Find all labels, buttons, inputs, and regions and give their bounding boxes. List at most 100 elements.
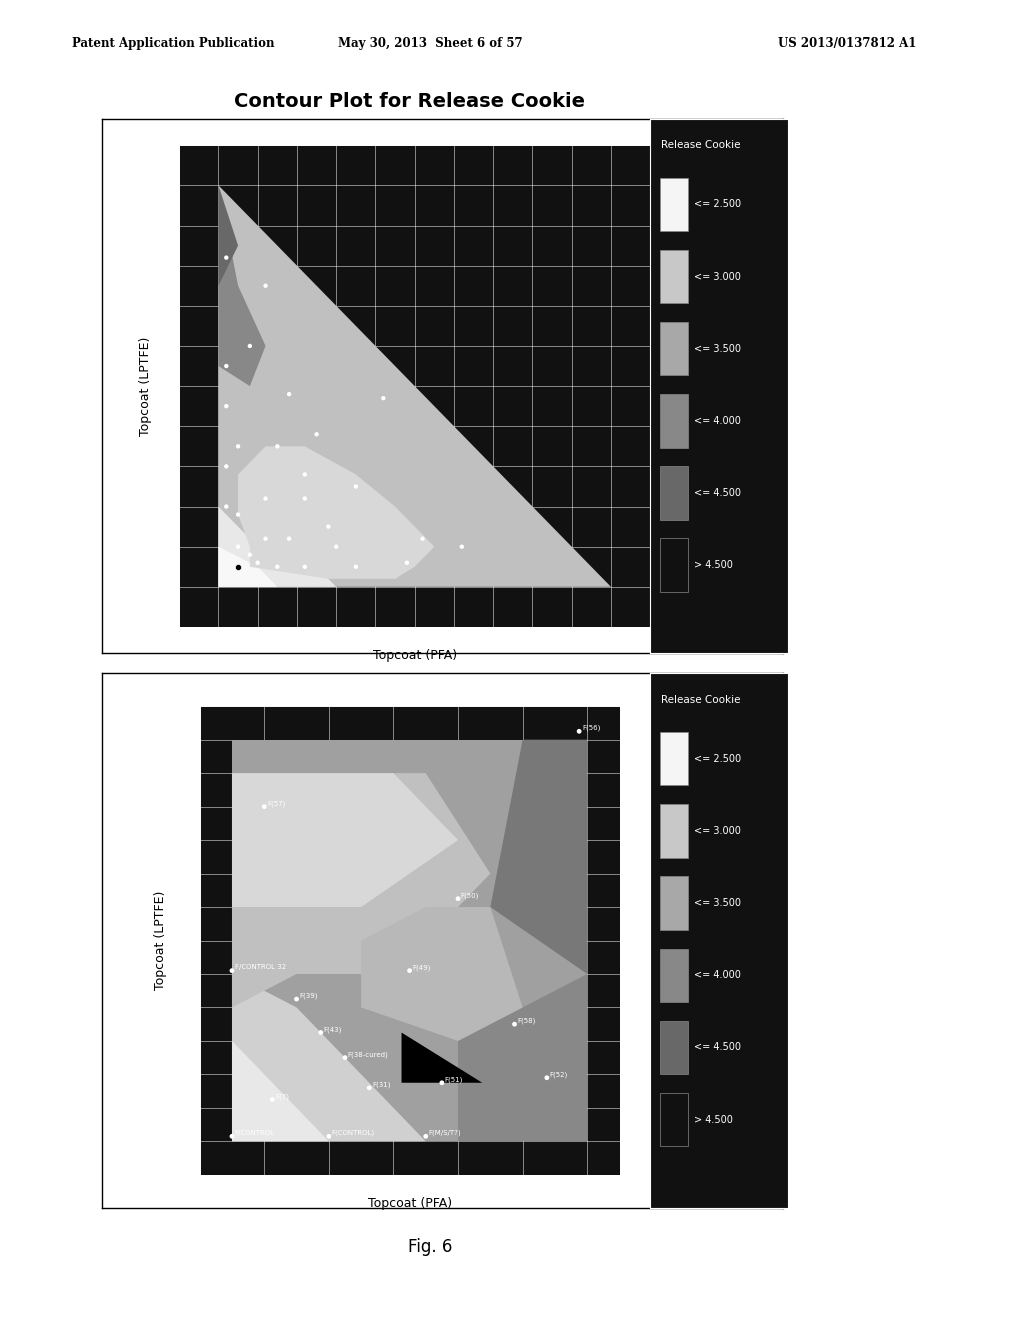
Point (250, 552, 266, 573)
FancyBboxPatch shape (659, 949, 687, 1002)
Polygon shape (232, 739, 587, 1142)
Text: <= 3.500: <= 3.500 (694, 343, 741, 354)
Point (337, 1047, 353, 1068)
Point (312, 1022, 329, 1043)
Text: F(43): F(43) (324, 1026, 342, 1032)
Point (434, 1072, 451, 1093)
Point (539, 1067, 555, 1088)
Point (218, 496, 234, 517)
Text: <= 4.500: <= 4.500 (694, 1043, 741, 1052)
Polygon shape (401, 1032, 482, 1082)
Text: <= 4.000: <= 4.000 (694, 416, 741, 426)
Point (450, 888, 466, 909)
Point (257, 275, 273, 296)
FancyBboxPatch shape (659, 322, 687, 375)
Polygon shape (490, 739, 587, 974)
Point (218, 355, 234, 376)
Point (242, 335, 258, 356)
Point (321, 516, 337, 537)
Text: F(31): F(31) (372, 1081, 390, 1088)
Point (264, 1089, 281, 1110)
Text: F(50): F(50) (461, 892, 479, 899)
Polygon shape (238, 446, 434, 578)
Text: F(38-cured): F(38-cured) (348, 1051, 388, 1057)
FancyBboxPatch shape (659, 466, 687, 520)
Point (297, 463, 313, 484)
Polygon shape (218, 507, 336, 587)
Point (242, 544, 258, 565)
Text: F(CONTROL): F(CONTROL) (332, 1130, 375, 1137)
Point (257, 528, 273, 549)
Point (224, 1126, 241, 1147)
FancyBboxPatch shape (659, 1020, 687, 1074)
Point (297, 488, 313, 510)
Point (224, 960, 241, 981)
Point (257, 488, 273, 510)
Polygon shape (218, 185, 265, 385)
Point (297, 556, 313, 577)
FancyBboxPatch shape (659, 733, 687, 785)
Text: F/CONTROL 32: F/CONTROL 32 (234, 964, 286, 970)
Point (347, 477, 365, 498)
Text: US 2013/0137812 A1: US 2013/0137812 A1 (778, 37, 916, 50)
FancyBboxPatch shape (659, 876, 687, 929)
Point (289, 989, 305, 1010)
Text: Release Cookie: Release Cookie (662, 140, 740, 150)
Point (506, 1014, 522, 1035)
Text: <= 3.000: <= 3.000 (694, 826, 741, 836)
Text: F(49): F(49) (413, 964, 431, 970)
Point (571, 721, 588, 742)
FancyBboxPatch shape (659, 178, 687, 231)
Text: Patent Application Publication: Patent Application Publication (72, 37, 274, 50)
Text: <= 4.500: <= 4.500 (694, 488, 741, 498)
Polygon shape (218, 185, 238, 285)
Point (269, 556, 286, 577)
Y-axis label: Topcoat (LPTFE): Topcoat (LPTFE) (154, 891, 167, 990)
Point (401, 960, 418, 981)
Polygon shape (232, 974, 426, 1142)
Text: F(51): F(51) (444, 1076, 463, 1082)
Text: F(57): F(57) (267, 800, 286, 807)
Point (415, 528, 431, 549)
Text: Contour Plot for Release Cookie: Contour Plot for Release Cookie (234, 92, 585, 111)
Text: Fig. 6: Fig. 6 (408, 1238, 453, 1257)
Point (218, 396, 234, 417)
X-axis label: Topcoat (PFA): Topcoat (PFA) (373, 648, 457, 661)
Point (229, 436, 246, 457)
Polygon shape (218, 546, 278, 587)
Text: F(56): F(56) (582, 725, 600, 731)
Text: > 4.500: > 4.500 (694, 560, 733, 570)
Text: F(7): F(7) (275, 1093, 289, 1100)
Polygon shape (232, 774, 490, 1007)
Point (229, 504, 246, 525)
Text: <= 3.000: <= 3.000 (694, 272, 741, 281)
Text: Release Cookie: Release Cookie (662, 694, 740, 705)
Polygon shape (232, 774, 458, 907)
FancyBboxPatch shape (659, 249, 687, 304)
Text: F(58): F(58) (517, 1018, 536, 1024)
Point (256, 796, 272, 817)
Text: May 30, 2013  Sheet 6 of 57: May 30, 2013 Sheet 6 of 57 (338, 37, 522, 50)
FancyBboxPatch shape (659, 539, 687, 591)
Polygon shape (458, 974, 587, 1142)
Text: > 4.500: > 4.500 (694, 1114, 733, 1125)
Point (281, 384, 297, 405)
Point (269, 436, 286, 457)
Point (218, 247, 234, 268)
Text: F(52): F(52) (550, 1072, 568, 1078)
Point (229, 536, 246, 557)
Polygon shape (232, 1041, 329, 1142)
Polygon shape (218, 185, 611, 587)
FancyBboxPatch shape (659, 395, 687, 447)
Text: F/CONTROL: F/CONTROL (234, 1130, 274, 1137)
Point (398, 552, 415, 573)
Y-axis label: Topcoat (LPTFE): Topcoat (LPTFE) (139, 337, 152, 436)
Point (375, 388, 391, 409)
Point (347, 556, 365, 577)
Point (281, 528, 297, 549)
Point (218, 455, 234, 477)
Point (418, 1126, 434, 1147)
Text: F(M/S/T?): F(M/S/T?) (428, 1130, 461, 1137)
Text: <= 2.500: <= 2.500 (694, 199, 741, 210)
Point (321, 1126, 337, 1147)
